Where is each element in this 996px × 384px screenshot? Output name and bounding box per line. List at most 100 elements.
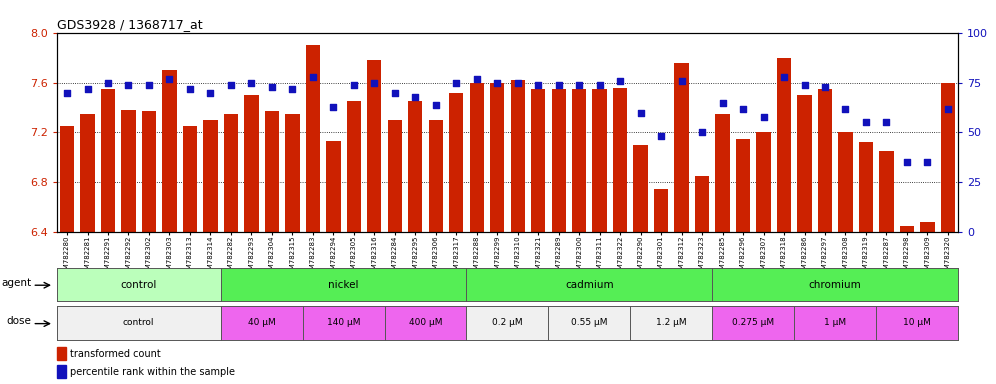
- Bar: [285, 114, 300, 232]
- Bar: [879, 151, 893, 232]
- Bar: [674, 63, 689, 232]
- Point: [592, 81, 608, 88]
- Point: [223, 81, 239, 88]
- Point: [407, 93, 423, 99]
- Bar: [633, 145, 647, 232]
- Bar: [81, 114, 95, 232]
- Point: [202, 89, 218, 96]
- Text: GDS3928 / 1368717_at: GDS3928 / 1368717_at: [57, 18, 202, 31]
- Bar: [182, 126, 197, 232]
- Point: [571, 81, 587, 88]
- Point: [367, 79, 382, 86]
- Text: dose: dose: [6, 316, 31, 326]
- Bar: [859, 142, 873, 232]
- Point: [469, 76, 485, 82]
- Bar: [490, 83, 504, 232]
- Point: [489, 79, 505, 86]
- Point: [940, 106, 956, 112]
- Point: [735, 106, 751, 112]
- Bar: [203, 120, 217, 232]
- Point: [530, 81, 546, 88]
- Point: [673, 78, 689, 84]
- Bar: [593, 89, 607, 232]
- Bar: [572, 89, 587, 232]
- Point: [899, 159, 915, 166]
- Bar: [368, 60, 381, 232]
- Bar: [798, 95, 812, 232]
- Text: control: control: [123, 318, 154, 328]
- Bar: [306, 45, 320, 232]
- Point: [858, 119, 873, 126]
- Point: [632, 109, 648, 116]
- Bar: [57, 347, 66, 360]
- Bar: [347, 101, 361, 232]
- Point: [776, 73, 792, 79]
- Text: 40 μM: 40 μM: [248, 318, 276, 328]
- Point: [653, 133, 669, 139]
- Point: [121, 81, 136, 88]
- Point: [613, 78, 628, 84]
- Bar: [818, 89, 833, 232]
- Bar: [839, 132, 853, 232]
- Bar: [101, 89, 116, 232]
- Point: [141, 81, 157, 88]
- Point: [756, 113, 772, 119]
- Text: 1.2 μM: 1.2 μM: [656, 318, 686, 328]
- Point: [428, 101, 444, 108]
- Text: chromium: chromium: [809, 280, 862, 290]
- Point: [243, 79, 259, 86]
- Bar: [224, 114, 238, 232]
- Bar: [449, 93, 463, 232]
- Point: [694, 129, 710, 136]
- Text: control: control: [121, 280, 157, 290]
- Text: agent: agent: [1, 278, 31, 288]
- Text: nickel: nickel: [329, 280, 359, 290]
- Bar: [408, 101, 422, 232]
- Bar: [469, 83, 484, 232]
- Point: [161, 76, 177, 82]
- Bar: [511, 80, 525, 232]
- Text: 10 μM: 10 μM: [903, 318, 931, 328]
- Bar: [756, 132, 771, 232]
- Point: [448, 79, 464, 86]
- Bar: [715, 114, 730, 232]
- Bar: [244, 95, 259, 232]
- Bar: [899, 226, 914, 232]
- Bar: [920, 222, 934, 232]
- Bar: [777, 58, 791, 232]
- Text: 0.275 μM: 0.275 μM: [732, 318, 774, 328]
- Point: [838, 106, 854, 112]
- Bar: [122, 110, 135, 232]
- Bar: [387, 120, 402, 232]
- Point: [551, 81, 567, 88]
- Bar: [141, 111, 156, 232]
- Bar: [326, 141, 341, 232]
- Bar: [265, 111, 279, 232]
- Text: 1 μM: 1 μM: [824, 318, 847, 328]
- Point: [797, 81, 813, 88]
- Text: transformed count: transformed count: [70, 349, 160, 359]
- Point: [182, 86, 198, 92]
- Point: [80, 86, 96, 92]
- Bar: [57, 365, 66, 378]
- Bar: [654, 189, 668, 232]
- Point: [305, 73, 321, 79]
- Point: [714, 99, 730, 106]
- Point: [326, 103, 342, 109]
- Bar: [60, 126, 74, 232]
- Bar: [941, 83, 955, 232]
- Point: [386, 89, 402, 96]
- Bar: [695, 176, 709, 232]
- Point: [264, 83, 280, 89]
- Bar: [736, 139, 750, 232]
- Point: [59, 89, 75, 96]
- Point: [285, 86, 301, 92]
- Text: 400 μM: 400 μM: [408, 318, 442, 328]
- Point: [878, 119, 894, 126]
- Point: [346, 81, 362, 88]
- Bar: [162, 70, 176, 232]
- Text: cadmium: cadmium: [565, 280, 614, 290]
- Text: percentile rank within the sample: percentile rank within the sample: [70, 367, 234, 377]
- Bar: [552, 89, 566, 232]
- Text: 140 μM: 140 μM: [327, 318, 361, 328]
